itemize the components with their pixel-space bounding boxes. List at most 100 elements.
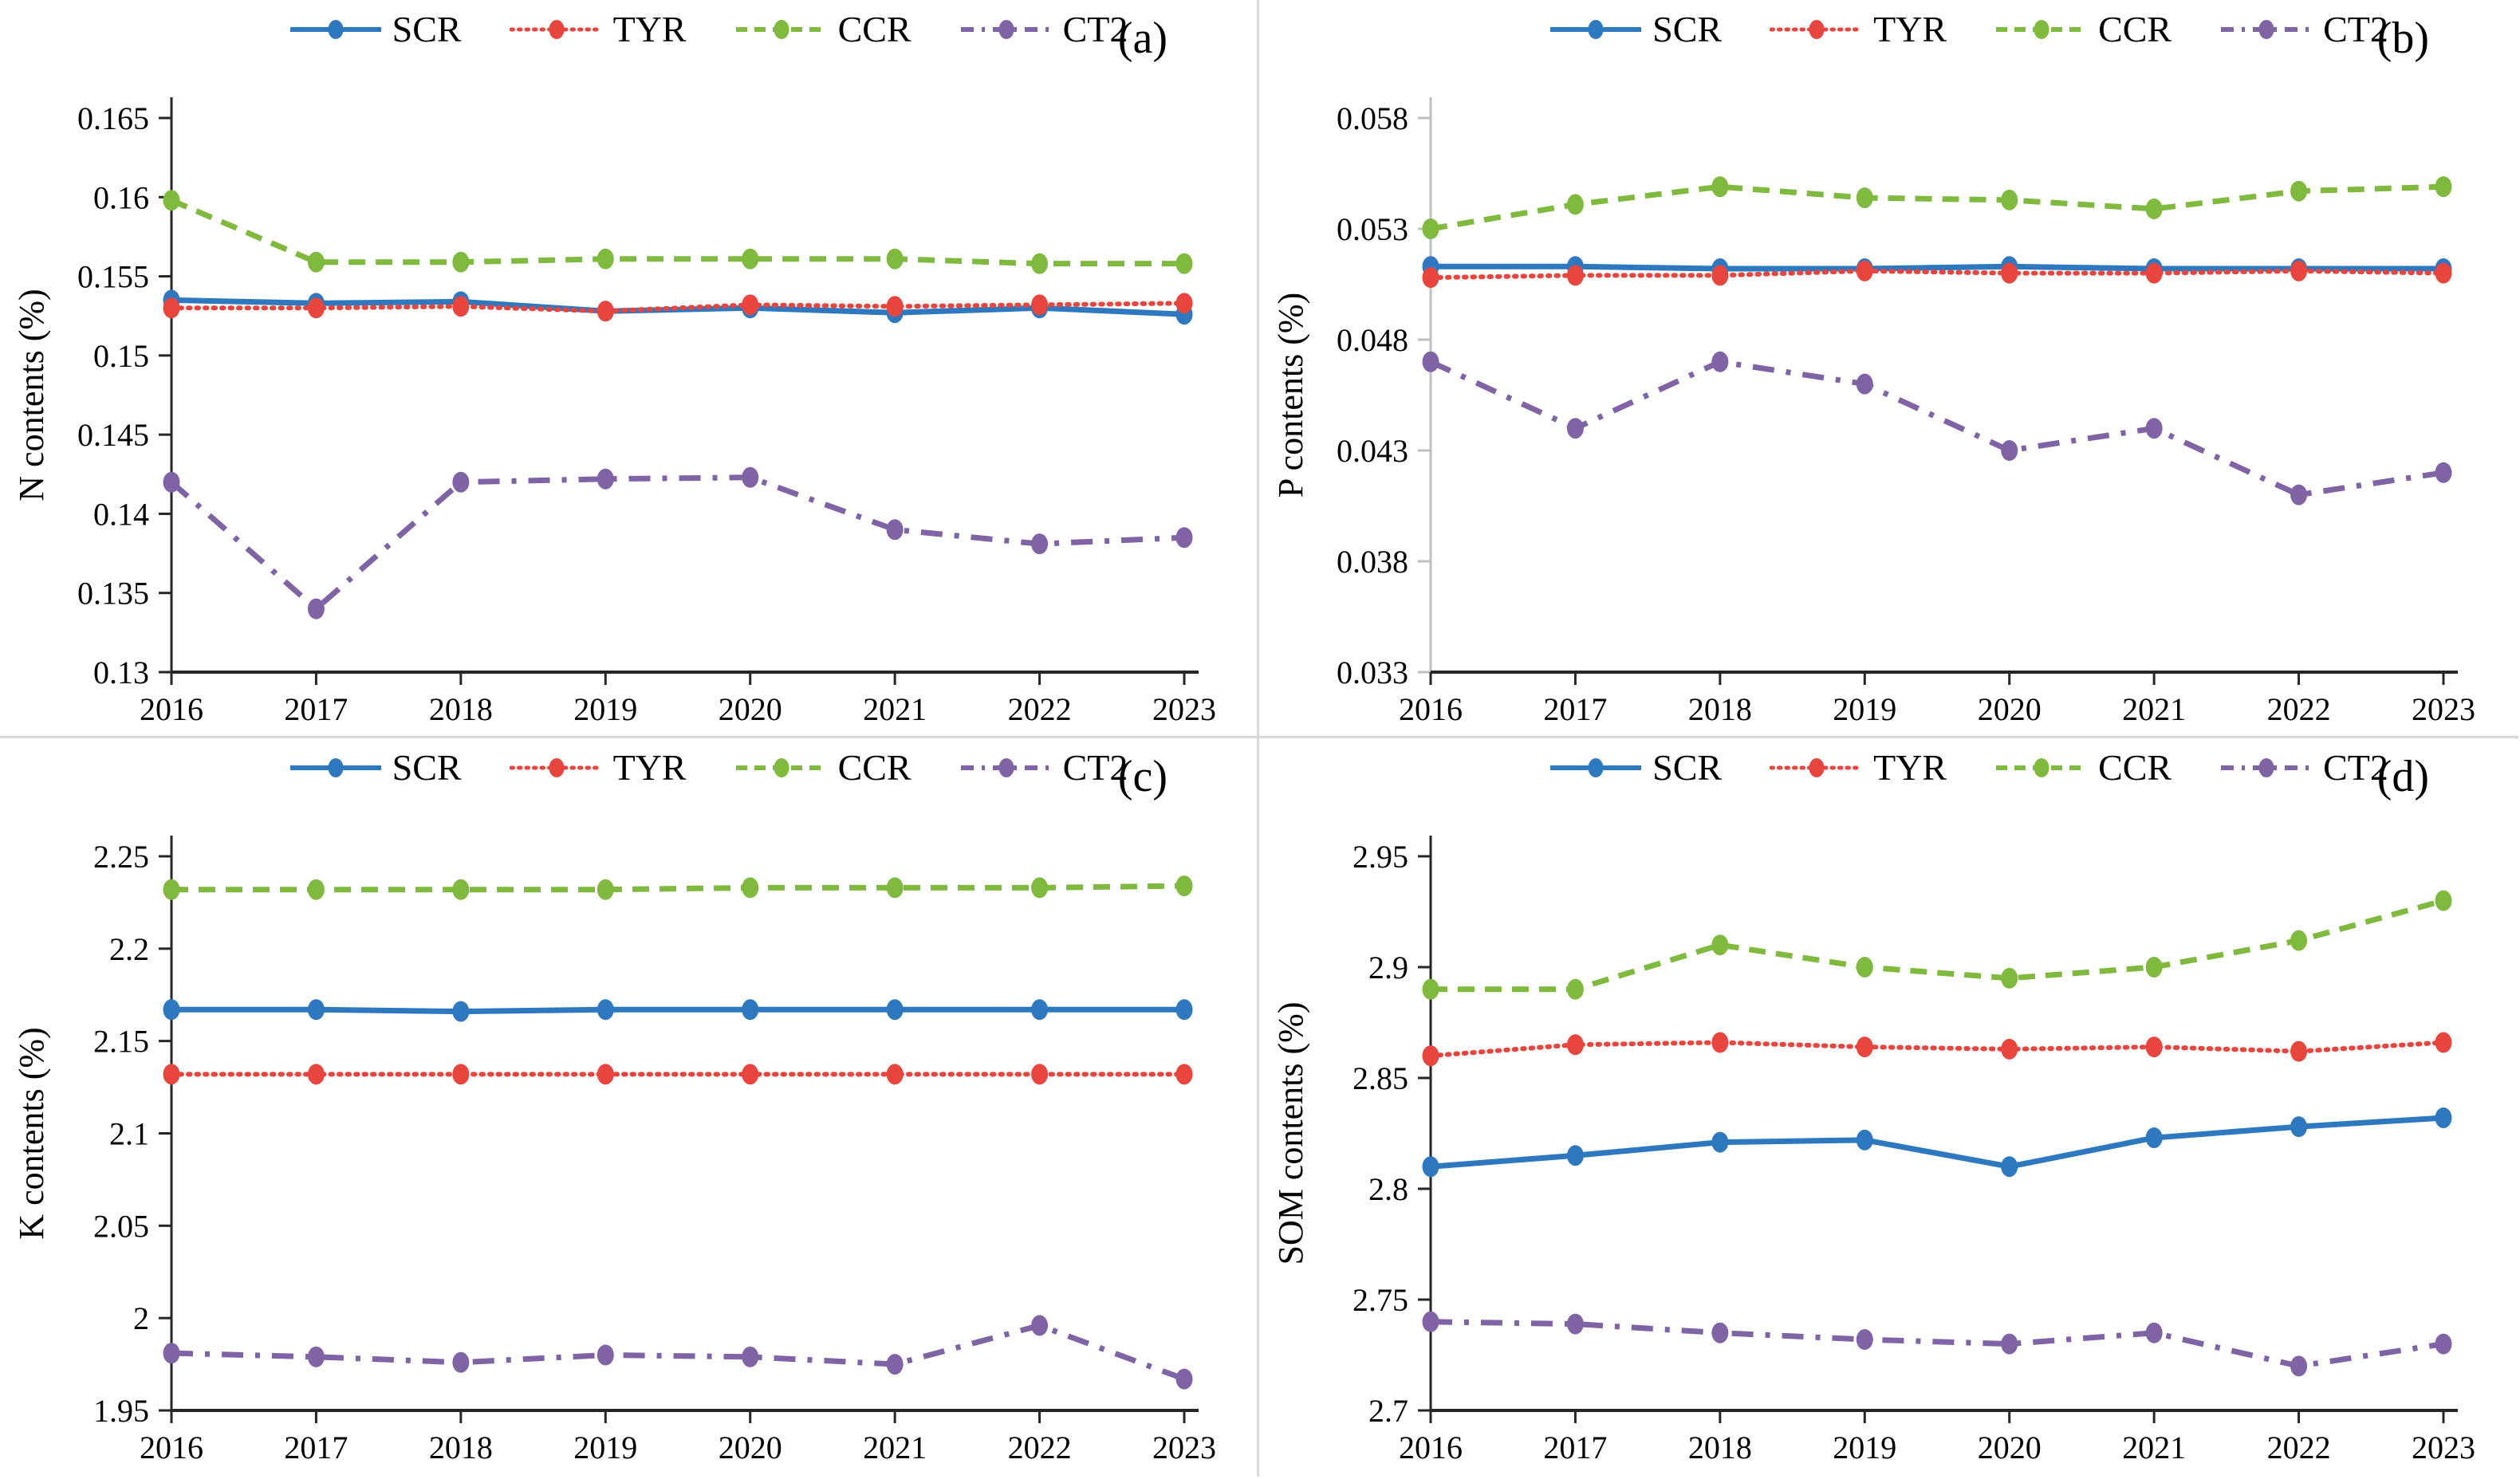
y-tick-label: 2.1 — [109, 1116, 149, 1152]
y-tick-label: 0.16 — [93, 179, 149, 215]
data-point-ct2 — [163, 471, 180, 493]
data-point-ct2 — [1175, 527, 1193, 549]
y-tick-label: 0.155 — [77, 259, 149, 295]
x-tick-label: 2018 — [1688, 691, 1752, 727]
data-point-ccr — [886, 877, 904, 899]
y-tick-label: 2.25 — [93, 839, 149, 875]
x-tick-label: 2020 — [1978, 1430, 2042, 1465]
y-axis-title: SOM contents (%) — [1271, 1002, 1310, 1265]
data-point-ct2 — [597, 468, 614, 490]
series-line-ct2 — [171, 1322, 1186, 1382]
legend-sample-ccr — [1996, 758, 2088, 777]
data-point-ct2 — [1566, 1313, 1584, 1335]
x-tick-label: 2019 — [573, 1430, 637, 1465]
y-axis-title: P contents (%) — [1271, 293, 1310, 498]
data-point-ccr — [1856, 957, 1873, 977]
data-point-ccr — [742, 877, 759, 899]
data-point-scr — [2001, 1156, 2018, 1178]
legend-label: CT2 — [2323, 747, 2388, 788]
data-point-ccr — [1566, 978, 1584, 1000]
x-tick-label: 2021 — [863, 691, 927, 727]
line-chart-k-contents: 1.95 2 2.05 2.1 2.15 2.2 2.25 2016 2017 2018 2019 2… — [12, 836, 1216, 1465]
legend-sample-scr — [1550, 758, 1642, 777]
data-point-scr — [2435, 1107, 2452, 1129]
y-tick-label: 0.135 — [77, 576, 149, 612]
legend-entry-ct2: CT2 — [2219, 749, 2388, 786]
x-tick-label: 2023 — [2412, 691, 2475, 727]
data-point-ct2 — [886, 519, 904, 541]
legend-marker — [998, 758, 1014, 777]
legend-sample-ccr — [735, 20, 827, 39]
x-tick-label: 2016 — [140, 691, 203, 727]
legend: SCR TYR CCR CT2 — [167, 749, 1249, 786]
legend-label: TYR — [1873, 747, 1947, 788]
series-line-scr — [1430, 1115, 2444, 1170]
y-tick-label: 2.75 — [1353, 1282, 1408, 1318]
data-point-ct2 — [1711, 351, 1729, 372]
panel-c: SCR TYR CCR CT2 (c) 1.95 2 2.05 2.1 2.15 2.2 2.25… — [0, 738, 1259, 1477]
legend-sample-scr — [1550, 20, 1642, 39]
y-tick-label: 2.9 — [1368, 950, 1408, 985]
legend-marker — [328, 20, 344, 39]
legend-label: CCR — [837, 9, 912, 49]
data-point-ct2 — [307, 1346, 325, 1367]
series-line-scr — [1431, 263, 2443, 272]
panel-letter: (d) — [2376, 752, 2429, 801]
y-tick-label: 0.038 — [1337, 544, 1408, 580]
data-point-tyr — [2001, 1038, 2018, 1060]
panel-d: SCR TYR CCR CT2 (d) 2.7 2.75 2.8 2.85 2.9 2.95 20… — [1259, 738, 2518, 1477]
data-point-ccr — [2145, 957, 2163, 977]
data-point-tyr — [1031, 1064, 1049, 1085]
line-chart-som-contents: 2.7 2.75 2.8 2.85 2.9 2.95 2016 2017 2018 2019 202… — [1271, 836, 2475, 1465]
y-axis-title: N contents (%) — [12, 289, 51, 501]
legend-sample-tyr — [1770, 758, 1864, 777]
x-tick-label: 2022 — [2267, 691, 2331, 727]
legend-entry-tyr: TYR — [509, 747, 687, 788]
line-chart-p-contents: 0.033 0.038 0.043 0.048 0.053 0.058 2016 2017 20… — [1271, 97, 2475, 727]
data-point-ccr — [1711, 934, 1729, 956]
x-tick-label: 2021 — [2122, 691, 2186, 727]
data-point-ct2 — [1031, 533, 1049, 555]
legend-entry-ct2: CT2 — [959, 11, 1128, 48]
legend-sample-scr — [289, 758, 381, 777]
legend: SCR TYR CCR CT2 — [1427, 749, 2510, 786]
y-tick-label: 0.033 — [1337, 655, 1408, 690]
x-tick-label: 2022 — [1008, 1430, 1072, 1465]
legend-label: TYR — [612, 747, 687, 788]
data-point-ct2 — [2001, 440, 2018, 461]
panel-b: SCR TYR CCR CT2 (b) 0.033 0.038 0.043 0.048 0.0… — [1259, 0, 2518, 738]
data-point-ccr — [1422, 978, 1439, 1000]
data-point-scr — [1856, 1129, 1873, 1151]
data-point-ccr — [2435, 890, 2452, 911]
data-point-tyr — [452, 296, 470, 317]
data-point-tyr — [452, 1064, 470, 1085]
data-point-tyr — [597, 1064, 614, 1085]
y-tick-label: 2.2 — [109, 931, 149, 967]
data-point-scr — [1175, 999, 1193, 1021]
x-tick-label: 2017 — [1543, 1430, 1607, 1465]
data-point-ccr — [1422, 218, 1439, 239]
data-point-tyr — [2145, 262, 2163, 284]
legend-entry-ccr: CCR — [734, 749, 912, 786]
data-point-tyr — [2290, 1040, 2308, 1062]
x-tick-label: 2021 — [863, 1430, 927, 1465]
x-tick-label: 2016 — [1399, 691, 1463, 727]
legend-marker — [549, 20, 565, 39]
legend-label: CT2 — [1062, 9, 1128, 49]
y-tick-label: 0.053 — [1337, 211, 1408, 247]
x-tick-label: 2020 — [719, 691, 782, 727]
series-line-ccr — [1430, 183, 2444, 232]
y-tick-label: 2.15 — [93, 1024, 149, 1060]
y-tick-label: 0.058 — [1337, 100, 1408, 136]
legend-entry-scr: SCR — [1549, 749, 1722, 786]
legend-sample-ccr — [1996, 20, 2088, 39]
x-tick-label: 2016 — [1399, 1430, 1463, 1465]
data-point-ccr — [2001, 189, 2018, 210]
line-chart-n-contents: 0.13 0.135 0.14 0.145 0.15 0.155 0.16 0.165 2016… — [12, 97, 1216, 727]
legend-entry-tyr: TYR — [1770, 11, 1947, 48]
y-tick-label: 2.95 — [1353, 839, 1408, 875]
legend-label: CT2 — [1062, 747, 1128, 788]
data-point-ccr — [452, 879, 470, 900]
x-tick-label: 2020 — [1978, 691, 2042, 727]
data-point-ct2 — [307, 598, 325, 620]
